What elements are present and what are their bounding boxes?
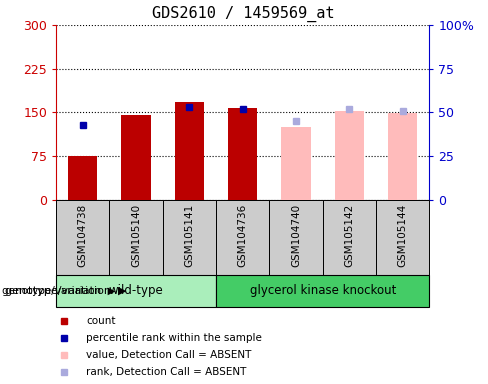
Bar xyxy=(228,108,258,200)
Title: GDS2610 / 1459569_at: GDS2610 / 1459569_at xyxy=(152,6,334,22)
Text: genotype/variation  ▶: genotype/variation ▶ xyxy=(2,286,116,296)
Text: GSM104740: GSM104740 xyxy=(291,204,301,266)
Text: rank, Detection Call = ABSENT: rank, Detection Call = ABSENT xyxy=(86,367,246,377)
Bar xyxy=(282,127,311,200)
Text: value, Detection Call = ABSENT: value, Detection Call = ABSENT xyxy=(86,350,251,360)
Bar xyxy=(376,200,429,275)
Text: percentile rank within the sample: percentile rank within the sample xyxy=(86,333,262,343)
Bar xyxy=(388,114,417,200)
Text: wild-type: wild-type xyxy=(109,285,163,297)
Bar xyxy=(216,275,429,307)
Bar xyxy=(216,200,269,275)
Bar xyxy=(56,275,216,307)
Text: GSM104736: GSM104736 xyxy=(238,204,248,266)
Bar xyxy=(122,115,151,200)
Text: genotype/variation  ▶: genotype/variation ▶ xyxy=(5,286,126,296)
Text: glycerol kinase knockout: glycerol kinase knockout xyxy=(249,285,396,297)
Text: GSM105141: GSM105141 xyxy=(184,204,194,266)
Text: GSM105142: GSM105142 xyxy=(345,204,354,266)
Bar xyxy=(68,156,98,200)
Bar xyxy=(109,200,163,275)
Bar xyxy=(175,102,204,200)
Bar xyxy=(335,111,364,200)
Bar xyxy=(56,200,109,275)
Text: GSM105144: GSM105144 xyxy=(398,204,408,266)
Bar xyxy=(269,200,323,275)
Text: GSM104738: GSM104738 xyxy=(78,204,88,266)
Bar xyxy=(163,200,216,275)
Text: GSM105140: GSM105140 xyxy=(131,204,141,266)
Bar xyxy=(323,200,376,275)
Text: count: count xyxy=(86,316,116,326)
